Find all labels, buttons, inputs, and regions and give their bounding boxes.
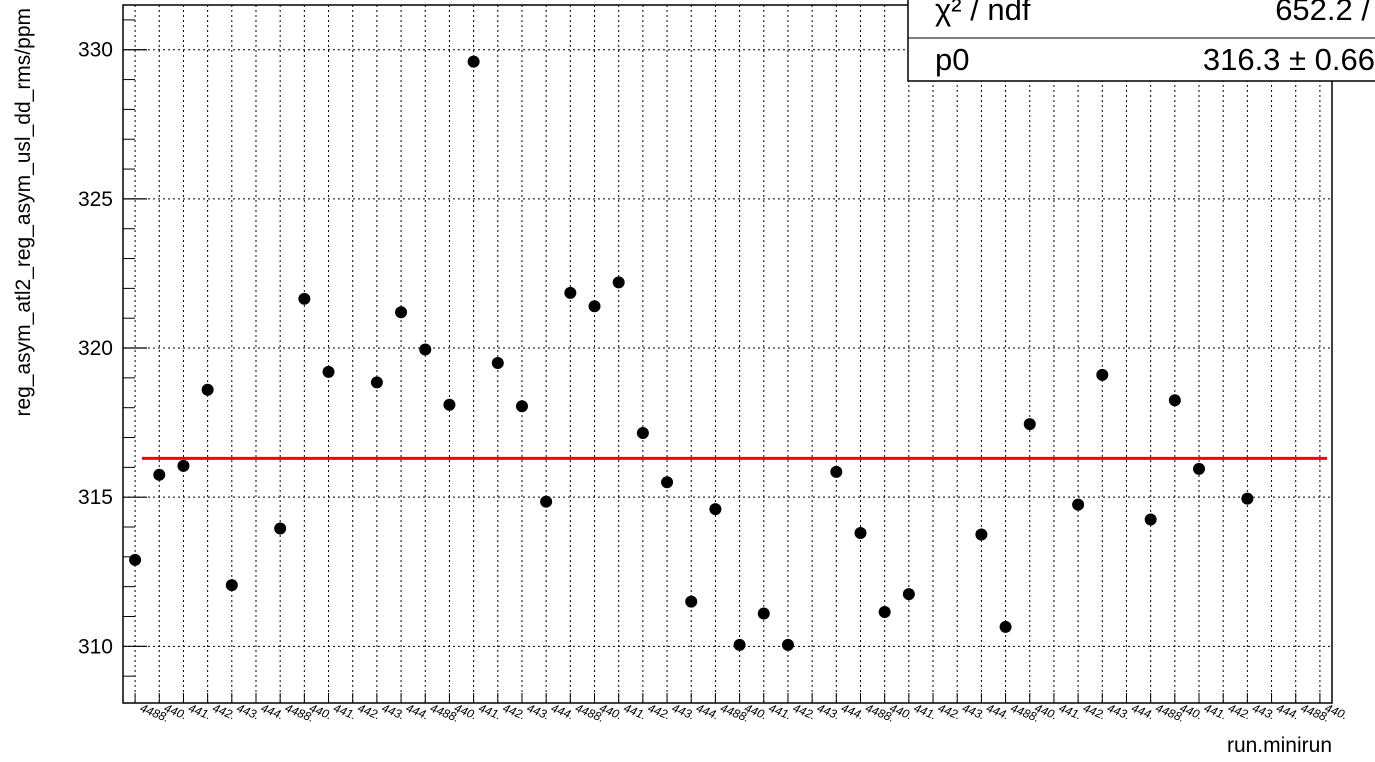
data-point xyxy=(515,400,528,413)
data-point xyxy=(1193,462,1206,475)
data-point xyxy=(661,476,674,489)
data-point xyxy=(902,588,915,601)
data-point xyxy=(395,306,408,319)
data-point xyxy=(467,55,480,68)
data-point xyxy=(1241,492,1254,505)
stats-box: χ² / ndf 652.2 / p0 316.3 ± 0.66 xyxy=(907,0,1375,82)
data-point xyxy=(878,606,891,619)
data-point xyxy=(636,427,649,440)
data-point xyxy=(298,292,311,305)
data-point xyxy=(540,495,553,508)
data-point xyxy=(975,528,988,541)
grid xyxy=(123,5,1332,703)
x-axis-title: run.minirun xyxy=(1227,734,1332,757)
data-point xyxy=(1168,394,1181,407)
data-point xyxy=(443,398,456,411)
y-tick-label: 330 xyxy=(78,39,113,62)
stats-value-chi2: 652.2 / xyxy=(1275,0,1370,27)
y-tick-label: 315 xyxy=(78,486,113,509)
data-point xyxy=(370,376,383,389)
data-point xyxy=(854,526,867,539)
data-point xyxy=(733,638,746,651)
data-point xyxy=(757,607,770,620)
data-point xyxy=(1144,513,1157,526)
y-tick-label: 325 xyxy=(78,188,113,211)
data-point xyxy=(491,356,504,369)
data-point xyxy=(781,638,794,651)
data-point xyxy=(709,503,722,516)
data-point xyxy=(129,553,142,566)
plot-frame xyxy=(122,4,1333,704)
data-point xyxy=(201,383,214,396)
data-point xyxy=(830,465,843,478)
data-point xyxy=(177,459,190,472)
data-point xyxy=(274,522,287,535)
data-point xyxy=(322,365,335,378)
data-point xyxy=(999,620,1012,633)
stats-label-chi2: χ² / ndf xyxy=(935,0,1031,27)
data-point xyxy=(225,579,238,592)
data-point xyxy=(153,468,166,481)
data-point xyxy=(1072,498,1085,511)
y-tick-label: 310 xyxy=(78,635,113,658)
data-point xyxy=(685,595,698,608)
stats-value-p0: 316.3 ± 0.66 xyxy=(1203,42,1375,77)
data-point xyxy=(1023,418,1036,431)
y-axis-title: reg_asym_atl2_reg_asym_usl_dd_rms/ppm xyxy=(12,8,35,417)
data-point xyxy=(612,276,625,289)
stats-label-p0: p0 xyxy=(935,42,969,77)
data-points xyxy=(129,55,1254,651)
data-point xyxy=(588,300,601,313)
data-point xyxy=(564,286,577,299)
data-point xyxy=(1096,368,1109,381)
y-tick-label: 320 xyxy=(78,337,113,360)
data-point xyxy=(419,343,432,356)
